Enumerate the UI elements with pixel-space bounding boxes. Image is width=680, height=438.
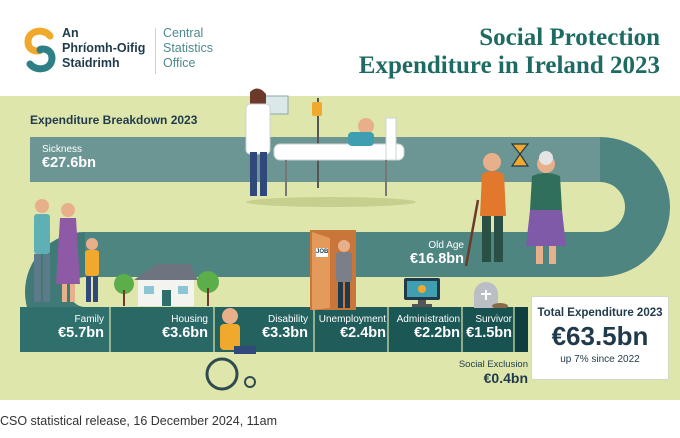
- survivor-band: [462, 307, 514, 352]
- segment-value: €16.8bn: [410, 251, 464, 267]
- logo-ga-line1: An: [62, 26, 79, 40]
- total-change: up 7% since 2022: [560, 354, 640, 365]
- segment-survivor: Survivor €1.5bn: [462, 314, 512, 341]
- administration-band: [388, 307, 462, 352]
- segment-housing: Housing €3.6bn: [114, 314, 208, 341]
- segment-old-age: Old Age €16.8bn: [396, 240, 464, 267]
- page-title: Social Protection Expenditure in Ireland…: [359, 24, 660, 80]
- logo-en-line1: Central: [163, 26, 204, 40]
- wheelchair-user-icon: [205, 308, 256, 391]
- segment-label: Sickness: [42, 144, 83, 155]
- total-value: €63.5bn: [551, 321, 649, 351]
- logo-ga-line2: Phríomh-Oifig: [62, 41, 146, 55]
- total-heading: Total Expenditure 2023: [537, 307, 663, 319]
- release-caption: CSO statistical release, 16 December 202…: [0, 414, 277, 428]
- hospital-scene-icon: [245, 88, 416, 207]
- segment-value: €3.6bn: [162, 325, 208, 341]
- total-expenditure-box: Total Expenditure 2023 €63.5bn up 7% sin…: [531, 296, 669, 380]
- computer-icon: [404, 278, 440, 307]
- logo-irish-text: An Phríomh-Oifig Staidrimh: [62, 26, 145, 71]
- segment-value: €5.7bn: [58, 325, 104, 341]
- logo-english-text: Central Statistics Office: [163, 26, 213, 71]
- segment-social-exclusion: Social Exclusion €0.4bn: [440, 359, 528, 386]
- segment-disability: Disability €3.3bn: [218, 314, 308, 341]
- logo-ga-line3: Staidrimh: [62, 56, 120, 70]
- house-icon: [114, 264, 219, 306]
- segment-label: Old Age: [428, 240, 464, 251]
- breakdown-title: Expenditure Breakdown 2023: [30, 113, 198, 127]
- segment-administration: Administration €2.2bn: [390, 314, 460, 341]
- logo-en-line2: Statistics: [163, 41, 214, 55]
- segment-label: Survivor: [475, 314, 512, 325]
- right-curve: [600, 137, 670, 277]
- segment-label: Family: [74, 314, 104, 325]
- segment-family: Family €5.7bn: [40, 314, 104, 341]
- headstone-icon: [474, 282, 508, 308]
- segment-value: €0.4bn: [483, 370, 528, 386]
- segment-unemployment: Unemployment €2.4bn: [316, 314, 386, 341]
- logo-en-line3: Office: [163, 56, 196, 70]
- segment-value: €3.3bn: [262, 325, 308, 341]
- segment-value: €1.5bn: [466, 325, 512, 341]
- job-sign: JOB: [316, 249, 329, 255]
- family-band: [20, 307, 110, 352]
- segment-label: Social Exclusion: [458, 359, 528, 370]
- segment-label: Administration: [396, 314, 460, 325]
- cso-logo-icon: [24, 27, 56, 73]
- job-door-icon: [310, 230, 356, 310]
- elderly-couple-icon: [464, 143, 566, 267]
- segment-value: €27.6bn: [42, 155, 96, 171]
- family-icon: [34, 199, 99, 302]
- title-line1: Social Protection: [479, 24, 660, 51]
- social-exclusion-band: [514, 307, 528, 352]
- segment-value: €2.2bn: [414, 325, 460, 341]
- logo-divider: [155, 28, 156, 74]
- unemployment-band: [314, 307, 388, 352]
- segment-label: Disability: [267, 314, 308, 325]
- segment-value: €2.4bn: [340, 325, 386, 341]
- segment-label: Housing: [171, 314, 208, 325]
- segment-label: Unemployment: [318, 314, 386, 325]
- segment-sickness: Sickness €27.6bn: [42, 144, 96, 171]
- housing-band: [110, 307, 214, 352]
- title-line2: Expenditure in Ireland 2023: [358, 52, 660, 79]
